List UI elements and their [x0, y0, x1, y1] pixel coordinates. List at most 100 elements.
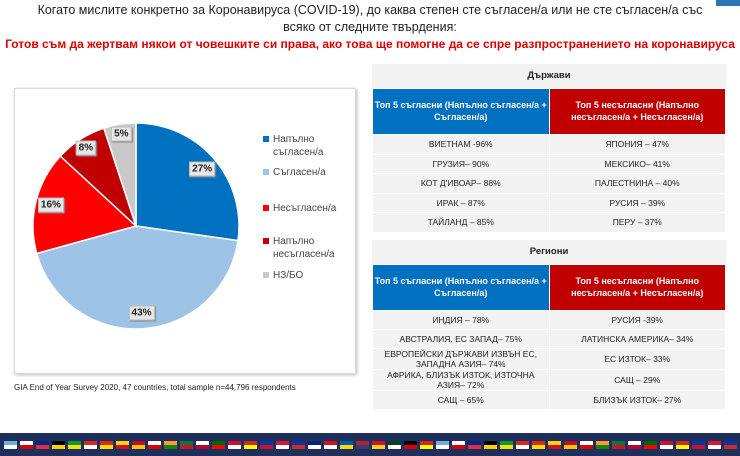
flag-icon [276, 440, 289, 449]
legend-label: Съгласен/а [273, 167, 326, 178]
slice-label: 43% [128, 305, 155, 321]
flag-icon [372, 440, 385, 449]
flag-icon [564, 440, 577, 449]
flag-icon [228, 440, 241, 449]
flags-strip [0, 433, 740, 456]
legend-swatch [263, 169, 269, 175]
agree-cell: АФРИКА, БЛИЗЪК ИЗТОК, ИЗТОЧНА АЗИЯ– 72% [372, 369, 550, 391]
flag-icon [292, 440, 305, 449]
flag-icon [628, 440, 641, 449]
pie-slice [32, 155, 138, 255]
source-note: GIA End of Year Survey 2020, 47 countrie… [14, 383, 296, 392]
flag-icon [164, 440, 177, 449]
legend-swatch [263, 205, 269, 211]
flag-icon [676, 440, 689, 449]
flag-icon [84, 440, 97, 449]
disagree-cell: МЕКСИКО– 41% [548, 153, 726, 174]
legend-label: НЗ/БО [273, 270, 304, 281]
flag-icon [4, 440, 17, 449]
flag-icon [260, 440, 273, 449]
disagree-cell: ЕС ИЗТОК– 33% [548, 348, 726, 370]
flag-icon [596, 440, 609, 449]
flag-icon [68, 440, 81, 449]
pie-slice [35, 225, 239, 330]
legend-swatch [263, 238, 269, 244]
disagree-cell: БЛИЗЪК ИЗТОК– 27% [548, 390, 726, 410]
flag-icon [692, 440, 705, 449]
flag-icon [580, 440, 593, 449]
agree-header: Топ 5 съгласни (Напълно съгласен/а + Съг… [372, 264, 550, 311]
flag-icon [212, 440, 225, 449]
table-row: ИРАК – 87% РУСИЯ – 39% [372, 192, 726, 213]
table-row: КОТ Д'ИВОАР– 88% ПАЛЕСТНИНА – 40% [372, 173, 726, 194]
table-row: ИНДИЯ – 78% РУСИЯ -39% [372, 310, 726, 330]
flag-icon [116, 440, 129, 449]
regions-title: Региони [372, 240, 726, 264]
flag-icon [244, 440, 257, 449]
agree-cell: ЕВРОПЕЙСКИ ДЪРЖАВИ ИЗВЪН ЕС, ЗАПАДНА АЗИ… [372, 348, 550, 370]
legend-item: Съгласен/а [263, 166, 353, 179]
legend-label: Напълно несъгласен/а [273, 236, 335, 260]
legend-swatch [263, 136, 269, 142]
countries-table: Топ 5 съгласни (Напълно съгласен/а + Съг… [372, 88, 726, 233]
agree-cell: ГРУЗИЯ– 90% [372, 153, 550, 174]
flag-icon [612, 440, 625, 449]
flag-icon [100, 440, 113, 449]
disagree-cell: РУСИЯ – 39% [548, 192, 726, 213]
flag-icon [516, 440, 529, 449]
flag-icon [708, 440, 721, 449]
countries-panel: Държави Топ 5 съгласни (Напълно съгласен… [372, 64, 726, 233]
legend-label: Напълно съгласен/а [273, 134, 324, 158]
agree-header: Топ 5 съгласни (Напълно съгласен/а + Съг… [372, 88, 550, 135]
flag-icon [132, 440, 145, 449]
table-row: ЕВРОПЕЙСКИ ДЪРЖАВИ ИЗВЪН ЕС, ЗАПАДНА АЗИ… [372, 348, 726, 370]
flag-icon [180, 440, 193, 449]
countries-title: Държави [372, 64, 726, 88]
legend-item: Несъгласен/а [263, 202, 353, 215]
agree-cell: ВИЕТНАМ -96% [372, 134, 550, 155]
flag-icon [388, 440, 401, 449]
agree-cell: ТАЙЛАНД – 85% [372, 212, 550, 233]
pie-slice [102, 122, 137, 227]
disagree-cell: ПАЛЕСТНИНА – 40% [548, 173, 726, 194]
pie-svg [32, 122, 240, 330]
disagree-cell: ПЕРУ – 37% [548, 212, 726, 233]
flag-icon [52, 440, 65, 449]
slice-label: 16% [37, 197, 64, 213]
disagree-cell: ЯПОНИЯ – 47% [548, 134, 726, 155]
flag-icon [356, 440, 369, 449]
table-row: ГРУЗИЯ– 90% МЕКСИКО– 41% [372, 153, 726, 174]
flag-icon [20, 440, 33, 449]
flag-icon [644, 440, 657, 449]
table-row: САЩ – 65% БЛИЗЪК ИЗТОК– 27% [372, 390, 726, 410]
slice-label: 8% [75, 140, 97, 156]
flag-icon [420, 440, 433, 449]
legend-label: Несъгласен/а [273, 203, 337, 214]
flag-icon [660, 440, 673, 449]
flag-icon [436, 440, 449, 449]
flag-icon [308, 440, 321, 449]
survey-question: Когато мислите конкретно за Коронавируса… [37, 3, 703, 34]
agree-cell: ИНДИЯ – 78% [372, 310, 550, 330]
disagree-header: Топ 5 несъгласни (Напълно несъгласен/а +… [548, 264, 726, 311]
table-row: АФРИКА, БЛИЗЪК ИЗТОК, ИЗТОЧНА АЗИЯ– 72% С… [372, 369, 726, 391]
table-row: ВИЕТНАМ -96% ЯПОНИЯ – 47% [372, 134, 726, 155]
agree-cell: АВСТРАЛИЯ, ЕС ЗАПАД– 75% [372, 329, 550, 349]
disagree-cell: ЛАТИНСКА АМЕРИКА– 34% [548, 329, 726, 349]
flag-icon [36, 440, 49, 449]
agree-cell: КОТ Д'ИВОАР– 88% [372, 173, 550, 194]
flag-icon [548, 440, 561, 449]
legend-item: Напълно несъгласен/а [263, 235, 353, 261]
flag-icon [468, 440, 481, 449]
flag-icon [148, 440, 161, 449]
pie-slice [135, 122, 240, 242]
disagree-cell: САЩ – 29% [548, 369, 726, 391]
agree-cell: САЩ – 65% [372, 390, 550, 410]
flag-icon [500, 440, 513, 449]
legend-item: Напълно съгласен/а [263, 133, 353, 159]
table-row: ТАЙЛАНД – 85% ПЕРУ – 37% [372, 212, 726, 233]
corner-decoration [716, 0, 740, 6]
flag-icon [484, 440, 497, 449]
flag-icon [324, 440, 337, 449]
legend-swatch [263, 272, 269, 278]
